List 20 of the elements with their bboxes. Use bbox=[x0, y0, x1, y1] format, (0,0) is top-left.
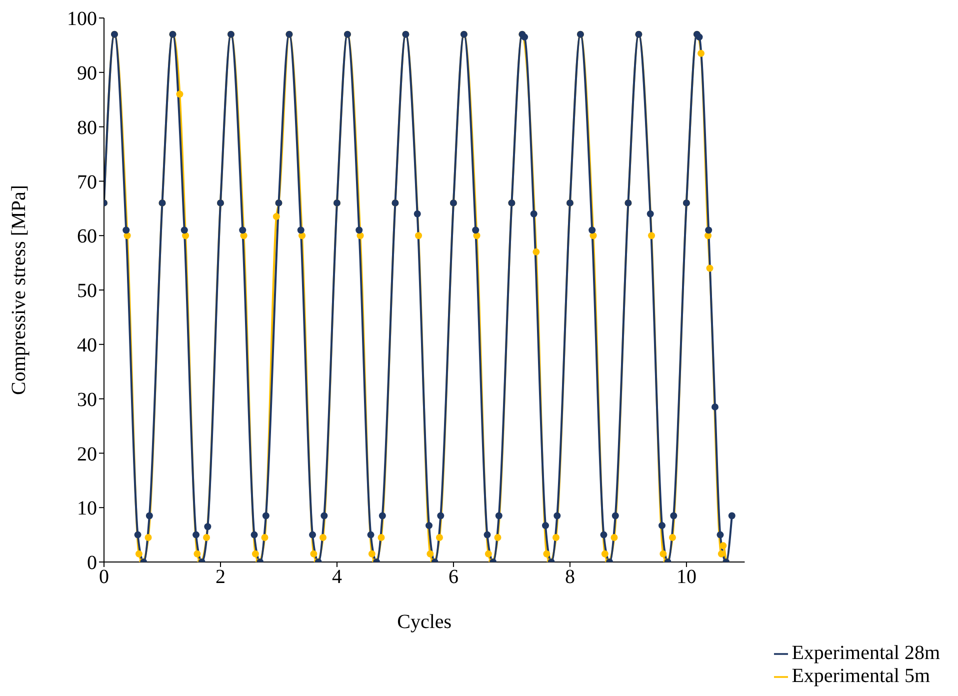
legend-label: Experimental 28m bbox=[792, 642, 940, 664]
y-tick-label: 70 bbox=[77, 171, 97, 194]
y-tick-label: 20 bbox=[77, 443, 97, 466]
y-tick-label: 10 bbox=[77, 498, 97, 520]
y-tick-label: 90 bbox=[77, 62, 97, 84]
legend-label: Experimental 5m bbox=[792, 665, 930, 687]
y-tick-label: 80 bbox=[77, 116, 97, 139]
y-tick-label: 100 bbox=[67, 8, 97, 30]
x-tick-label: 4 bbox=[332, 566, 342, 588]
x-tick-label: 6 bbox=[448, 566, 458, 588]
y-tick-label: 30 bbox=[77, 388, 97, 411]
x-tick-label: 10 bbox=[676, 566, 696, 588]
x-tick-label: 2 bbox=[215, 566, 226, 588]
y-tick-label: 0 bbox=[87, 552, 97, 574]
y-tick-label: 50 bbox=[77, 280, 97, 302]
x-axis-title: Cycles bbox=[397, 611, 452, 634]
y-tick-label: 60 bbox=[77, 226, 97, 248]
y-tick-label: 40 bbox=[77, 334, 97, 356]
y-axis-title: Compressive stress [MPa] bbox=[8, 185, 30, 395]
x-tick-label: 8 bbox=[564, 566, 575, 588]
